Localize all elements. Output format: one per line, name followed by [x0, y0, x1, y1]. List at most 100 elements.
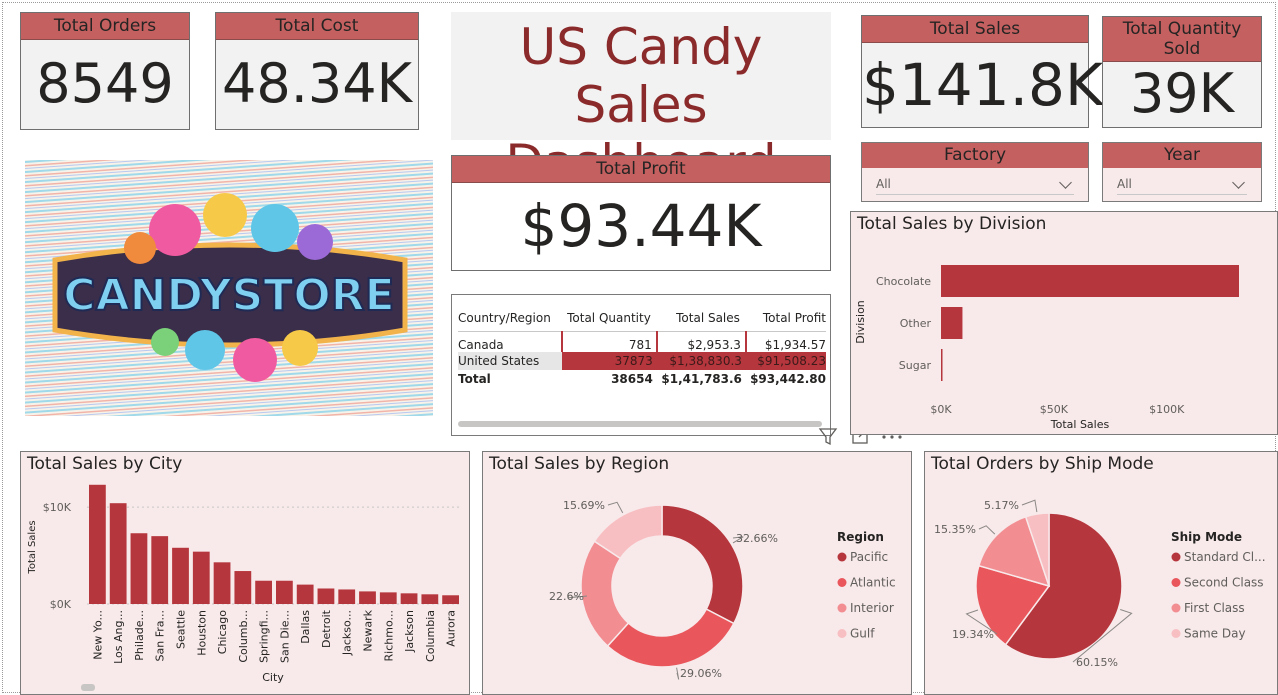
- city-chart-scrollbar[interactable]: [81, 684, 95, 691]
- city-bar: [442, 595, 459, 604]
- city-category-label: Richmo...: [382, 610, 395, 661]
- shipmode-legend-item: Same Day: [1184, 627, 1246, 641]
- city-category-label: Aurora: [445, 610, 458, 647]
- logo-image: CANDYSTORE: [25, 160, 433, 416]
- city-category-label: Los Ang...: [112, 610, 125, 664]
- kpi-total-sales-card[interactable]: Total Sales $141.8K: [861, 15, 1103, 128]
- region-data-label: 15.69%: [563, 499, 605, 512]
- city-bar: [213, 562, 231, 604]
- region-data-label: 29.06%: [680, 667, 722, 680]
- shipmode-data-label: 15.35%: [934, 523, 976, 536]
- division-tick-label: $0K: [930, 403, 952, 416]
- region-chart-panel[interactable]: Total Sales by Region 32.66% 29.06% 22.6% 1…: [482, 451, 912, 695]
- kpi-total-sales-label: Total Sales: [862, 16, 1088, 43]
- city-bar: [255, 580, 272, 604]
- year-dropdown[interactable]: All: [1117, 173, 1247, 195]
- shipmode-legend-marker: [1171, 629, 1181, 638]
- region-legend-marker: [837, 603, 847, 613]
- kpi-total-profit-label: Total Profit: [452, 156, 830, 183]
- table-row[interactable]: Canada 781 $2,953.3 $1,934.57: [458, 331, 826, 352]
- region-leader-line: [607, 501, 624, 514]
- city-chart-panel[interactable]: Total Sales by City $0K $10K New Yo... Los …: [20, 451, 470, 695]
- matrix-total-cell: $93,442.80: [750, 371, 826, 386]
- chevron-down-icon[interactable]: [1232, 176, 1245, 189]
- division-bar: [941, 349, 943, 381]
- shipmode-leader-line: [1072, 609, 1133, 663]
- factory-dropdown[interactable]: All: [876, 173, 1074, 195]
- matrix-header-sales[interactable]: Total Sales: [676, 310, 740, 325]
- matrix-cell: $2,953.3: [655, 331, 746, 352]
- kpi-total-orders-card[interactable]: Total Orders 8549: [20, 12, 190, 130]
- kpi-total-cost-value: 48.34K: [221, 52, 412, 115]
- city-bar: [296, 584, 314, 604]
- table-total-row: Total 38654 $1,41,783.6 $93,442.80: [458, 370, 826, 388]
- division-bar: [941, 265, 1239, 297]
- city-bar: [400, 593, 418, 604]
- division-chart-title: Total Sales by Division: [857, 214, 1047, 234]
- shipmode-legend-title: Ship Mode: [1171, 530, 1242, 544]
- city-category-label: Jackso...: [341, 610, 354, 656]
- region-slice: [593, 504, 663, 560]
- city-x-axis-title: City: [262, 671, 284, 684]
- kpi-total-cost-label: Total Cost: [216, 13, 418, 40]
- table-row[interactable]: United States 37873 $1,38,830.3 $91,508.…: [458, 351, 826, 370]
- chevron-down-icon[interactable]: [1059, 176, 1072, 189]
- dashboard-title: US Candy Sales Dashboard: [451, 12, 831, 192]
- region-legend-item: Pacific: [850, 550, 888, 564]
- city-category-label: Newark: [362, 609, 375, 651]
- region-legend-item: Interior: [850, 601, 894, 615]
- matrix-scrollbar[interactable]: [458, 421, 822, 427]
- division-chart: Chocolate Other Sugar $0K $50K $100K Total Sal…: [854, 265, 1239, 431]
- year-dropdown-value: All: [1117, 177, 1132, 191]
- shipmode-data-label: 19.34%: [952, 628, 994, 641]
- country-matrix[interactable]: Country/Region Total Quantity Total Sale…: [451, 294, 831, 436]
- matrix-header-quantity[interactable]: Total Quantity: [567, 310, 651, 325]
- shipmode-leader-line: [965, 609, 998, 635]
- region-legend-title: Region: [837, 530, 884, 544]
- city-bar: [234, 571, 252, 604]
- region-slice: [606, 608, 735, 668]
- city-category-label: Springfi...: [258, 610, 271, 663]
- region-leader-line: [676, 667, 680, 680]
- matrix-cell: Canada: [458, 337, 504, 352]
- division-category-label: Other: [900, 317, 932, 330]
- kpi-total-quantity-value: 39K: [1129, 62, 1235, 125]
- shipmode-legend-item: Standard Cl...: [1184, 550, 1266, 564]
- city-category-label: San Fra...: [154, 610, 167, 661]
- matrix-header-country[interactable]: Country/Region: [458, 310, 551, 325]
- matrix-header-profit[interactable]: Total Profit: [762, 310, 826, 325]
- shipmode-chart-panel[interactable]: Total Orders by Ship Mode 60.15% 19.34% 15…: [924, 451, 1278, 695]
- region-leader-line: [567, 595, 588, 599]
- division-x-axis-title: Total Sales: [1050, 418, 1110, 431]
- matrix-cell: 37873: [562, 351, 657, 370]
- more-options-icon[interactable]: [882, 435, 902, 439]
- shipmode-slice: [1024, 512, 1050, 587]
- dashboard-title-line1: US Candy Sales: [519, 18, 763, 134]
- city-bar: [276, 580, 293, 604]
- region-leader-line: [732, 536, 744, 544]
- division-chart-panel[interactable]: Total Sales by Division Chocolate Other Su…: [850, 211, 1278, 435]
- matrix-total-cell: Total: [458, 371, 491, 386]
- region-legend-item: Atlantic: [850, 576, 896, 590]
- kpi-total-quantity-card[interactable]: Total Quantity Sold 39K: [1102, 16, 1262, 128]
- matrix-total-cell: $1,41,783.6: [661, 371, 742, 386]
- city-category-label: Jackson: [403, 610, 416, 653]
- kpi-total-quantity-label: Total Quantity Sold: [1103, 17, 1261, 62]
- shipmode-legend-item: First Class: [1184, 601, 1245, 615]
- factory-slicer[interactable]: Factory All: [861, 142, 1089, 202]
- kpi-total-orders-value: 8549: [36, 52, 174, 115]
- shipmode-leader-line: [1021, 499, 1038, 513]
- kpi-total-cost-card[interactable]: Total Cost 48.34K: [215, 12, 419, 130]
- kpi-total-profit-card[interactable]: Total Profit $93.44K: [451, 155, 831, 271]
- region-legend-marker: [837, 552, 847, 562]
- matrix-cell: $91,508.23: [745, 351, 826, 370]
- factory-dropdown-value: All: [876, 177, 891, 191]
- matrix-cell: $1,38,830.3: [656, 351, 746, 370]
- factory-slicer-label: Factory: [862, 143, 1088, 168]
- filter-icon[interactable]: [818, 428, 838, 446]
- city-bar: [317, 588, 335, 604]
- year-slicer[interactable]: Year All: [1102, 142, 1262, 202]
- logo-text: CANDYSTORE: [63, 270, 394, 321]
- city-y-axis-title: Total Sales: [27, 520, 38, 574]
- city-tick-label: $0K: [50, 598, 72, 611]
